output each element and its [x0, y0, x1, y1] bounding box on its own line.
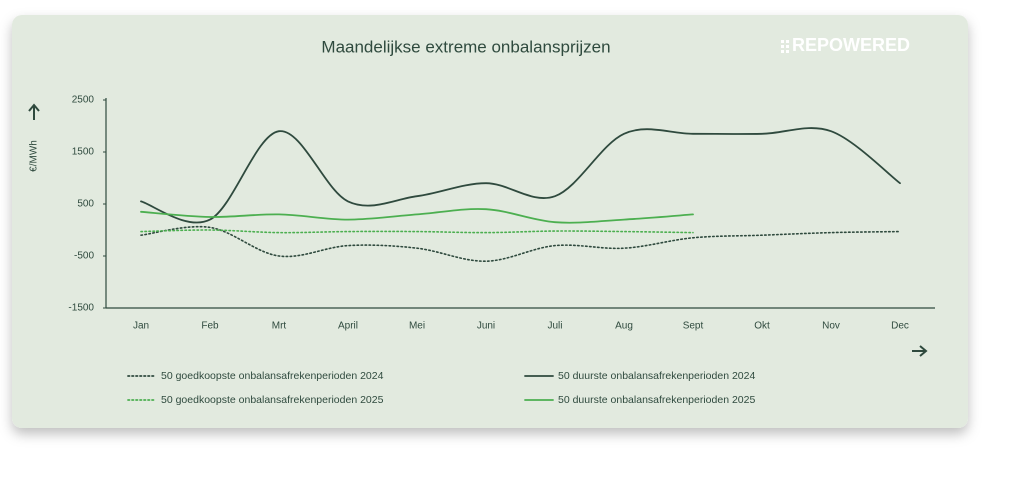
y-tick-label: 1500: [72, 147, 95, 158]
legend-label: 50 duurste onbalansafrekenperioden 2024: [558, 370, 755, 382]
series-line: [140, 225, 901, 263]
x-tick-label: Sept: [683, 321, 704, 332]
x-tick-label: Aug: [615, 321, 633, 332]
x-tick-label: Feb: [201, 321, 219, 332]
x-arrow: [912, 345, 928, 357]
chart-title: Maandelijkse extreme onbalansprijzen: [321, 37, 610, 56]
logo-text: REPOWERED: [792, 35, 910, 55]
x-tick-label: Mrt: [272, 321, 287, 332]
x-tick-label: Juni: [477, 321, 495, 332]
x-tick-label: Dec: [891, 321, 909, 332]
y-tick-label: -500: [74, 251, 94, 262]
x-tick-label: Mei: [409, 321, 425, 332]
y-arrow: [28, 103, 40, 120]
legend-label: 50 duurste onbalansafrekenperioden 2025: [558, 394, 755, 406]
x-tick-label: Juli: [547, 321, 562, 332]
y-axis-label: €/MWh: [29, 140, 40, 172]
series-line: [140, 208, 694, 224]
logo: REPOWERED: [781, 35, 910, 55]
x-tick-label: Jan: [133, 321, 149, 332]
legend-label: 50 goedkoopste onbalansafrekenperioden 2…: [161, 394, 384, 406]
series-line: [140, 229, 694, 234]
legend-label: 50 goedkoopste onbalansafrekenperioden 2…: [161, 370, 384, 382]
x-tick-label: Okt: [754, 321, 770, 332]
y-tick-label: 500: [77, 199, 94, 210]
series-line: [140, 127, 901, 224]
x-tick-label: April: [338, 321, 358, 332]
y-tick-label: -1500: [68, 303, 94, 314]
y-tick-label: 2500: [72, 95, 95, 106]
card: [12, 15, 968, 428]
x-tick-label: Nov: [822, 321, 840, 332]
